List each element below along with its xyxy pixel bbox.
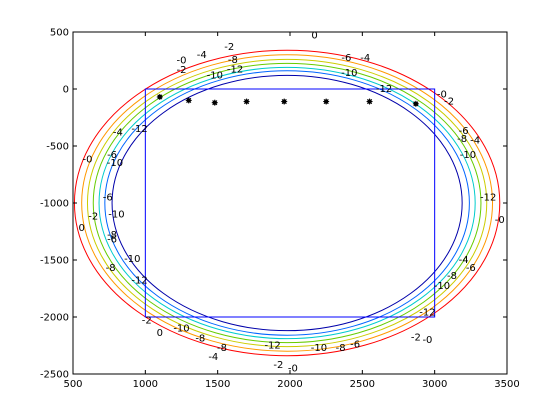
x-tick-label: 3500 [494, 379, 519, 390]
contour-label: -12 [264, 341, 280, 352]
plot-background [73, 32, 507, 374]
contour-label: -12 [131, 276, 147, 287]
contour-label: -0 [422, 335, 432, 346]
data-point [281, 99, 287, 105]
contour-label: -4 [360, 53, 370, 64]
x-tick-label: 2500 [350, 379, 375, 390]
contour-label: -2 [142, 315, 152, 326]
contour-label: -2 [444, 97, 454, 108]
contour-label: -8 [107, 230, 117, 241]
contour-label: -12 [376, 84, 392, 95]
contour-label: -8 [457, 134, 467, 145]
contour-label: -2 [273, 360, 283, 371]
contour-label: -0 [495, 215, 505, 226]
contour-label: -2 [177, 65, 187, 76]
contour-label: -6 [103, 192, 113, 203]
contour-label: -10 [341, 68, 357, 79]
x-tick-label: 1500 [205, 379, 230, 390]
contour-label: -12 [419, 307, 435, 318]
data-point [212, 100, 218, 106]
y-tick-label: 500 [50, 28, 69, 39]
contour-label: -10 [311, 343, 327, 354]
contour-label: -8 [217, 343, 227, 354]
contour-label: -10 [434, 281, 450, 292]
contour-label: -10 [460, 150, 476, 161]
contour-label: -8 [336, 343, 346, 354]
y-tick-label: 0 [63, 85, 69, 96]
contour-label: -4 [197, 50, 207, 61]
x-tick-label: 500 [63, 379, 82, 390]
y-tick-label: -2500 [40, 370, 69, 381]
contour-label: 0 [157, 328, 163, 339]
data-point [367, 99, 373, 105]
contour-label: -10 [108, 209, 124, 220]
contour-label: -12 [480, 192, 496, 203]
contour-label: -10 [207, 70, 223, 81]
x-tick-label: 1000 [133, 379, 158, 390]
contour-label: -12 [131, 124, 147, 135]
contour-label: -2 [411, 333, 421, 344]
data-point [413, 101, 419, 107]
contour-label: -8 [106, 263, 116, 274]
contour-label: 0 [78, 223, 84, 234]
y-tick-label: -1500 [40, 256, 69, 267]
data-point [186, 97, 192, 103]
data-point [323, 99, 329, 105]
x-tick-label: 2000 [277, 379, 302, 390]
x-tick-label: 3000 [422, 379, 447, 390]
y-tick-label: -1000 [40, 199, 69, 210]
contour-label: -6 [341, 53, 351, 64]
data-point [244, 99, 250, 105]
contour-label: -6 [350, 339, 360, 350]
contour-label: -10 [173, 323, 189, 334]
y-tick-label: -500 [46, 142, 69, 153]
contour-label: -8 [195, 334, 205, 345]
y-tick-label: -2000 [40, 313, 69, 324]
contour-label: -6 [466, 263, 476, 274]
contour-label: -2 [224, 42, 234, 53]
contour-label: -2 [88, 212, 98, 223]
data-point [157, 94, 163, 100]
contour-label: -6 [107, 150, 117, 161]
contour-label: -4 [113, 127, 123, 138]
contour-label: -0 [288, 363, 298, 374]
contour-label: -4 [208, 352, 218, 363]
contour-label: -12 [227, 65, 243, 76]
contour-label: -4 [470, 135, 480, 146]
contour-label: -0 [82, 155, 92, 166]
contour-label: -10 [124, 254, 140, 265]
